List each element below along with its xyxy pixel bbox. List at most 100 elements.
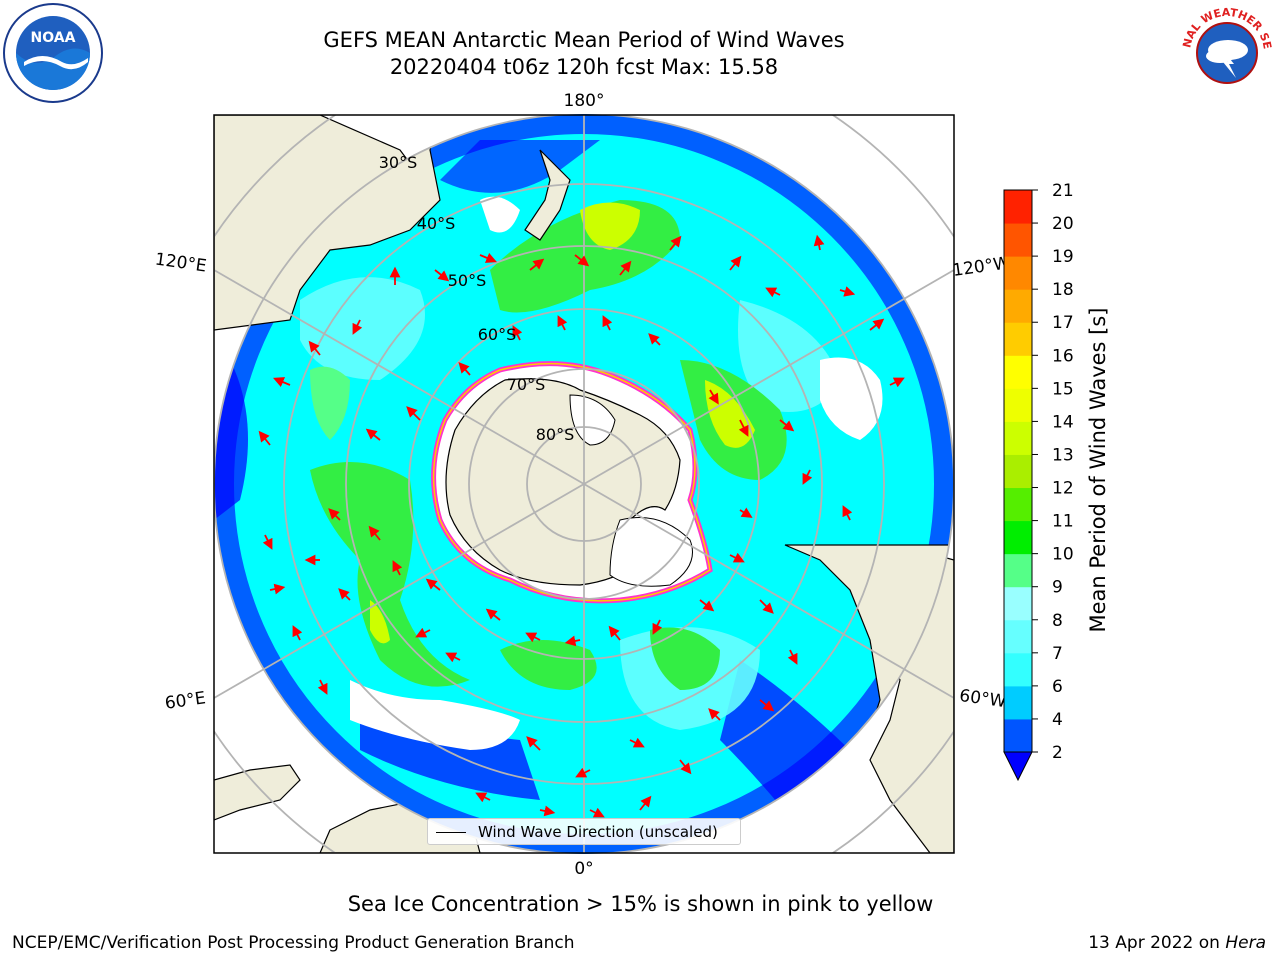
wave-arrow xyxy=(679,759,692,775)
lat-label-30s: 30°S xyxy=(379,153,418,172)
colorbar: 2 4 6 7 8 9 10 11 12 13 14 15 16 17 18 19 20 21 xyxy=(1003,181,1074,782)
wave-arrow xyxy=(839,286,856,297)
wave-arrow xyxy=(639,795,652,811)
colorbar-segment xyxy=(1004,289,1032,323)
meridian-120e xyxy=(214,269,585,485)
colorbar-tick-label: 14 xyxy=(1052,412,1074,432)
legend-label: Wind Wave Direction (unscaled) xyxy=(478,823,718,841)
wave-arrow xyxy=(765,287,781,298)
colorbar-tick-label: 15 xyxy=(1052,379,1074,399)
wave-arrow xyxy=(328,508,341,521)
colorbar-tick-label: 4 xyxy=(1052,710,1063,730)
wave-arrow xyxy=(575,767,591,778)
footer-date: 13 Apr 2022 on Hera xyxy=(1088,932,1266,954)
colorbar-border xyxy=(1003,189,1033,753)
wave-arrow xyxy=(738,419,749,437)
wave-arrow xyxy=(445,652,461,663)
wave-arrow xyxy=(889,377,905,388)
green-region-west xyxy=(310,462,470,687)
white-patch-north xyxy=(480,196,520,233)
wave-arrow xyxy=(479,252,497,263)
wave-arrow xyxy=(539,805,556,817)
wave-arrow xyxy=(787,649,798,665)
wave-arrow xyxy=(589,807,605,818)
colorbar-tick-label: 7 xyxy=(1052,644,1063,664)
wave-arrow xyxy=(262,534,273,550)
lat-label-50s: 50°S xyxy=(448,271,487,290)
colorbar-segment xyxy=(1004,322,1032,356)
wave-arrow xyxy=(842,505,853,521)
noaa-logo-text: NOAA xyxy=(31,30,76,46)
green-region-south xyxy=(500,640,597,690)
graticule xyxy=(214,115,954,853)
colorbar-segment xyxy=(1004,256,1032,290)
colorbar-title: Mean Period of Wind Waves [s] xyxy=(1086,308,1110,633)
colorbar-tick-label: 18 xyxy=(1052,280,1074,300)
map-subtitle: 20220404 t06z 120h fcst Max: 15.58 xyxy=(389,55,779,79)
wave-arrow xyxy=(602,315,613,331)
wave-arrow xyxy=(434,269,450,282)
wave-arrow xyxy=(406,406,421,421)
wave-arrow xyxy=(779,419,795,432)
yellow-patch-west xyxy=(370,600,390,644)
lat-label-80s: 80°S xyxy=(536,425,575,444)
colorbar-tick-label: 13 xyxy=(1052,445,1074,465)
wave-arrow xyxy=(258,430,271,446)
colorbar-tick-label: 11 xyxy=(1052,512,1074,532)
sea-ice-note: Sea Ice Concentration > 15% is shown in … xyxy=(347,892,934,916)
colorbar-tick-label: 16 xyxy=(1052,346,1074,366)
footer-date-text: 13 Apr 2022 on xyxy=(1088,933,1226,953)
lat-label-40s: 40°S xyxy=(417,214,456,233)
wave-arrow xyxy=(729,255,742,271)
colorbar-segment xyxy=(1004,421,1032,455)
white-patch-south xyxy=(350,680,520,750)
colorbar-segment xyxy=(1004,487,1032,522)
colorbar-segment xyxy=(1004,190,1032,224)
wave-arrow xyxy=(708,389,719,405)
wave-arrow xyxy=(425,578,441,591)
wave-arrow xyxy=(759,599,774,614)
wave-arrow xyxy=(759,699,775,712)
wave-arrow xyxy=(392,560,403,576)
lon-label-60w: 60°W xyxy=(958,686,1007,712)
green-region-northwest xyxy=(310,366,350,440)
colorbar-segment xyxy=(1004,553,1032,588)
light-cyan-patch-1 xyxy=(300,277,425,380)
africa-land-left xyxy=(214,764,301,821)
meridian-60w xyxy=(583,483,954,699)
wave-arrow xyxy=(415,627,431,638)
meridian-60e xyxy=(214,483,585,699)
wave-arrow xyxy=(813,234,825,251)
colorbar-extend-triangle xyxy=(1003,751,1033,782)
colorbar-tick-label: 10 xyxy=(1052,545,1074,565)
wave-arrow xyxy=(368,525,381,541)
wave-arrow xyxy=(317,679,328,695)
colorbar-segment xyxy=(1004,652,1032,687)
footer-branch: NCEP/EMC/Verification Post Processing Pr… xyxy=(12,933,575,953)
colorbar-segment xyxy=(1004,619,1032,654)
colorbar-tick-label: 6 xyxy=(1052,677,1063,697)
wave-arrow xyxy=(699,599,715,612)
colorbar-tick-label: 8 xyxy=(1052,611,1063,631)
wave-arrow xyxy=(652,619,663,635)
wave-arrow xyxy=(574,254,590,267)
wave-arrow xyxy=(619,260,632,276)
nws-logo-icon: NATIONAL WEATHER SERVICE xyxy=(1176,2,1276,102)
wave-arrow xyxy=(729,552,745,563)
green-region-southeast xyxy=(650,627,720,690)
wave-arrow xyxy=(308,340,321,356)
wave-arrow xyxy=(365,428,381,441)
lon-label-0: 0° xyxy=(574,859,593,879)
white-patch-east xyxy=(820,357,883,440)
colorbar-tick-label: 9 xyxy=(1052,578,1063,598)
colorbar-segment xyxy=(1004,388,1032,422)
wave-arrow xyxy=(802,469,813,485)
colorbar-tick-label: 19 xyxy=(1052,247,1074,267)
colorbar-tick-label: 21 xyxy=(1052,181,1074,201)
footer-machine: Hera xyxy=(1225,933,1266,953)
wave-arrow xyxy=(525,632,541,643)
wave-arrow xyxy=(292,625,303,641)
colorbar-segment xyxy=(1004,520,1032,555)
colorbar-tick-label: 2 xyxy=(1052,743,1063,763)
